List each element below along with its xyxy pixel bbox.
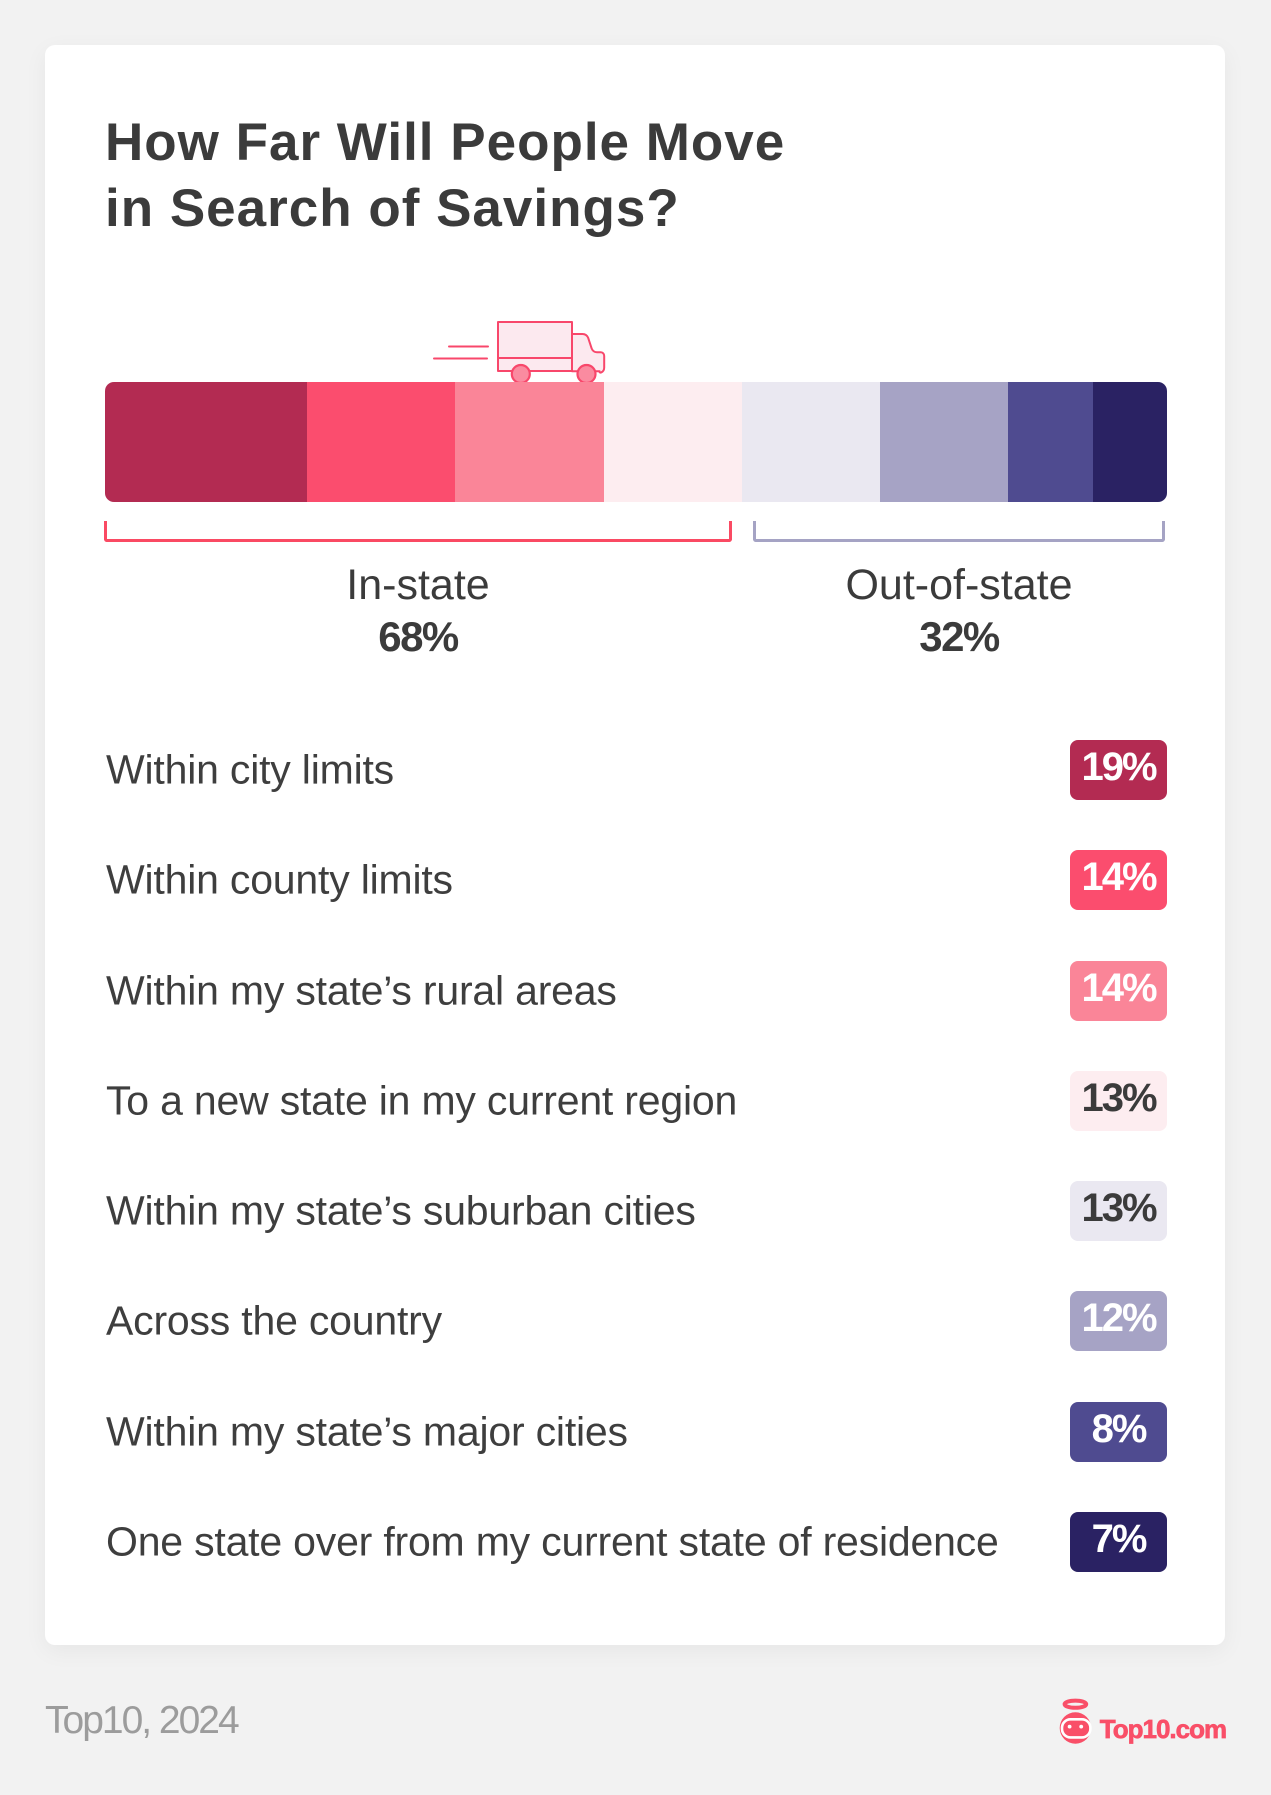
svg-text:Top10.com: Top10.com: [1100, 1714, 1226, 1744]
